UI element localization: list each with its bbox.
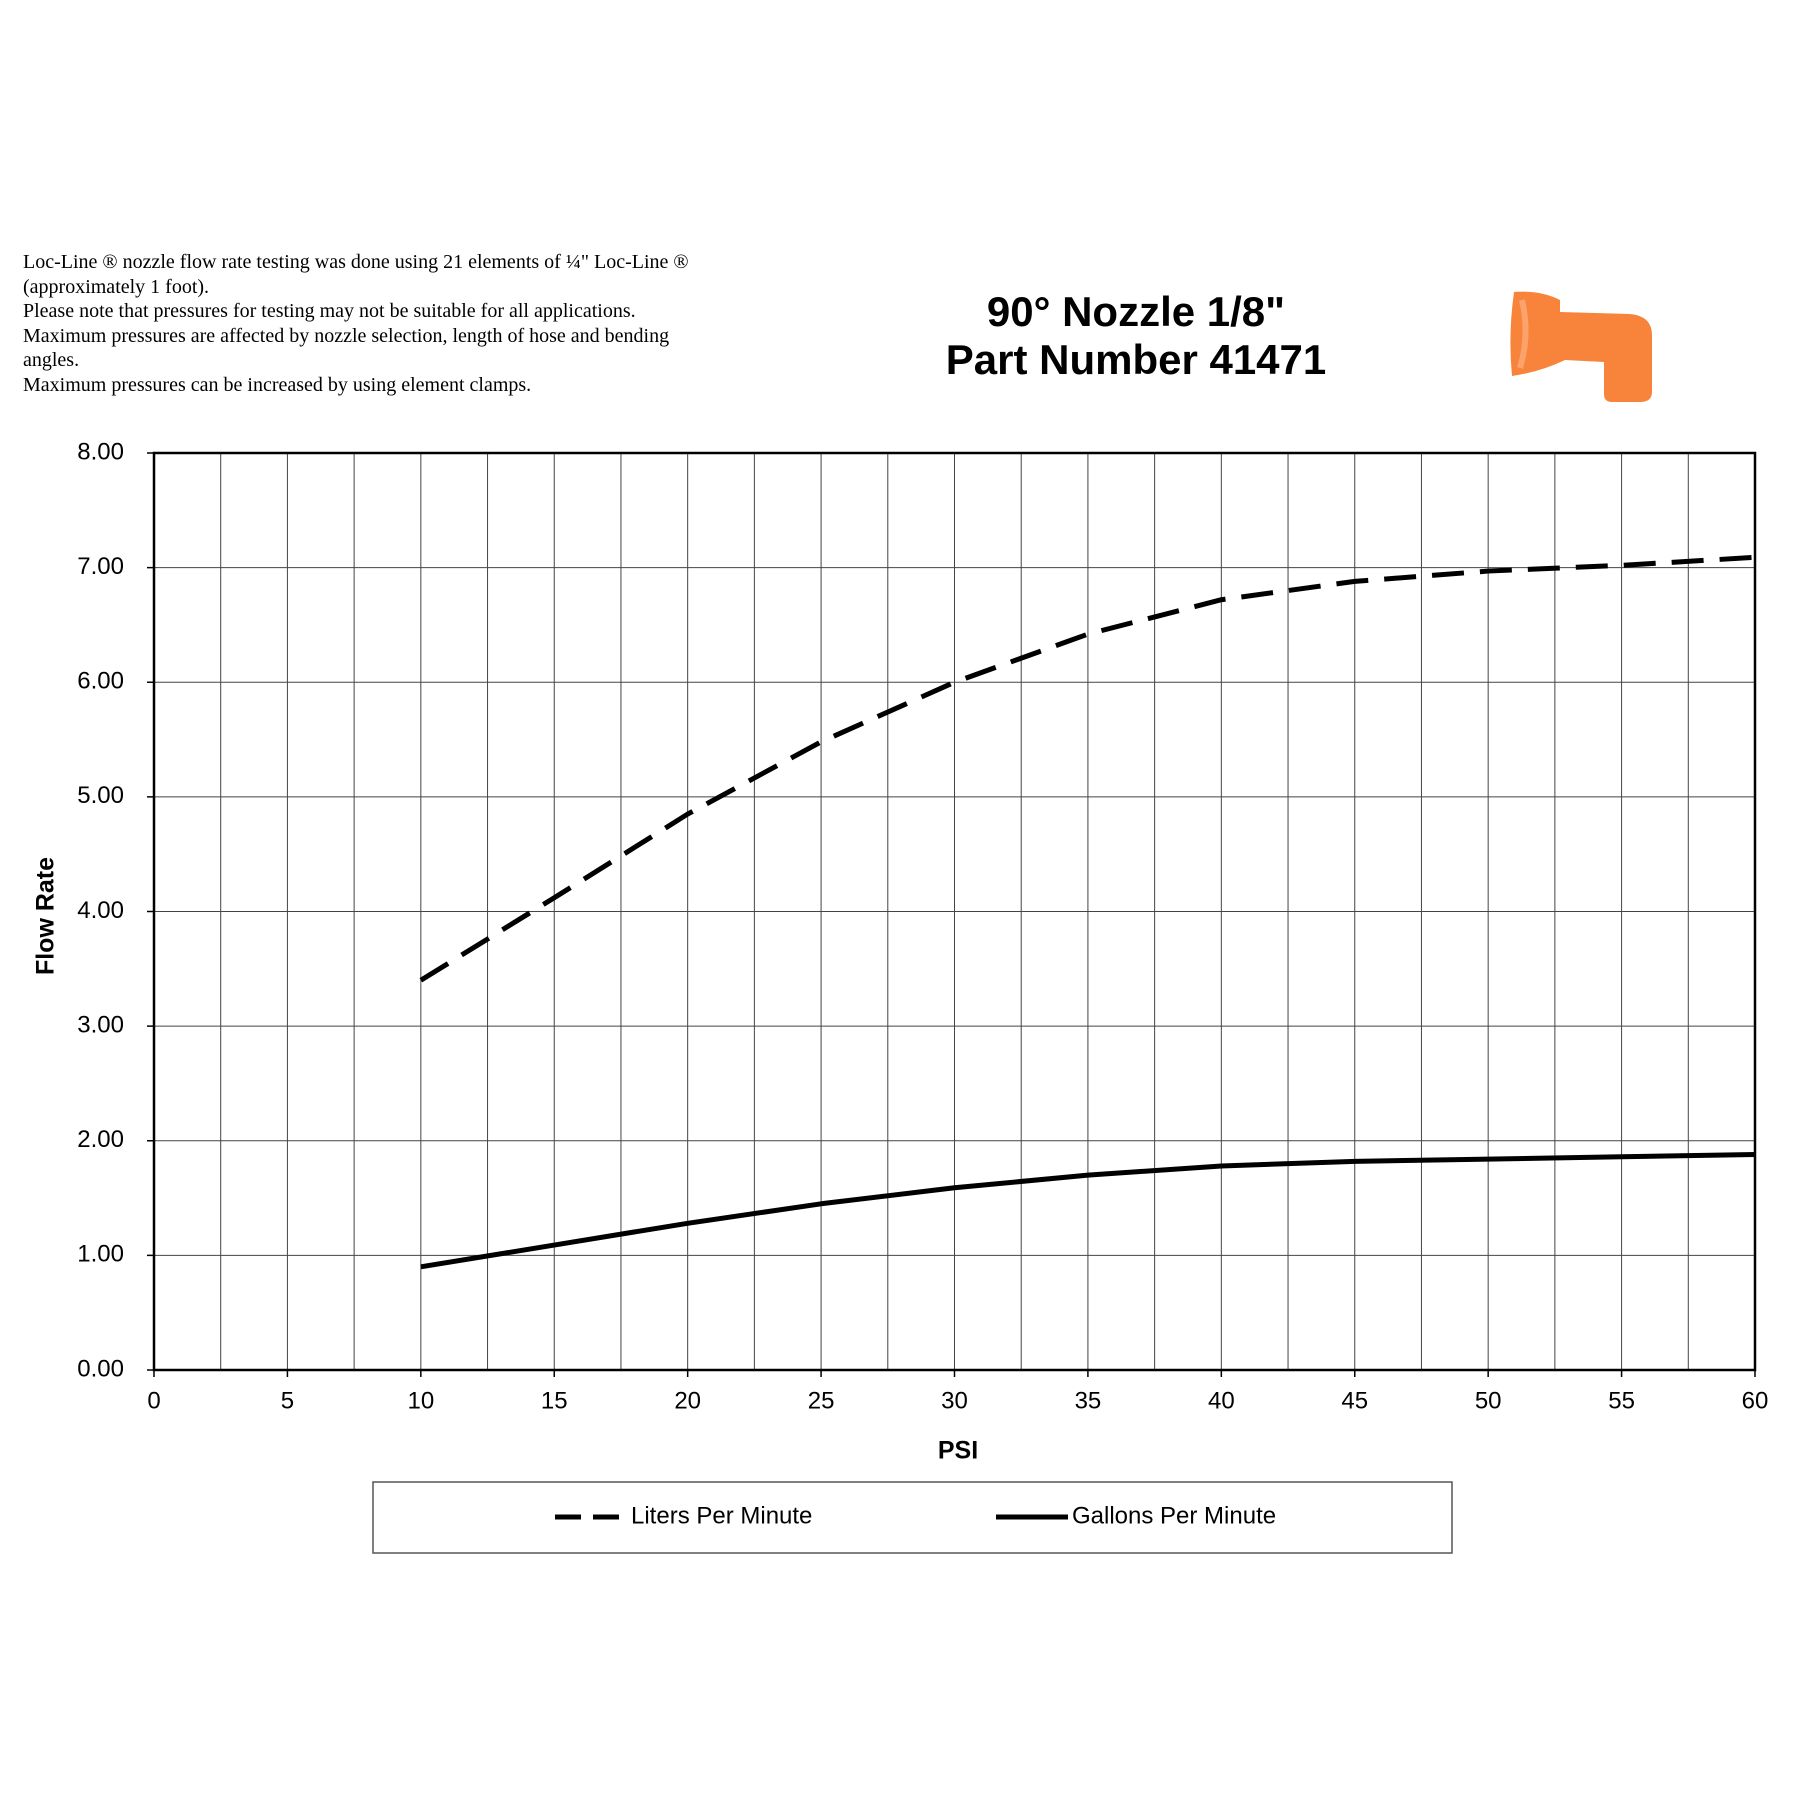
x-tick-label: 25 bbox=[808, 1387, 835, 1414]
x-tick-label: 10 bbox=[407, 1387, 434, 1414]
nozzle-icon bbox=[1510, 291, 1652, 402]
legend-label: Gallons Per Minute bbox=[1072, 1502, 1276, 1529]
y-tick-label: 4.00 bbox=[77, 897, 124, 924]
x-tick-label: 0 bbox=[147, 1387, 160, 1414]
note: Loc-Line ® nozzle flow rate testing was … bbox=[23, 251, 689, 298]
plot-frame bbox=[152, 451, 1757, 1372]
chart-title: Part Number 41471 bbox=[946, 336, 1327, 383]
note: Maximum pressures can be increased by us… bbox=[23, 373, 532, 396]
legend-box bbox=[372, 1481, 1453, 1554]
y-tick-label: 2.00 bbox=[77, 1126, 124, 1153]
x-tick-label: 40 bbox=[1208, 1387, 1235, 1414]
y-tick-label: 7.00 bbox=[77, 553, 124, 580]
x-tick-label: 30 bbox=[941, 1387, 968, 1414]
series-line bbox=[420, 1152, 1756, 1270]
notes: Loc-Line ® nozzle flow rate testing was … bbox=[23, 250, 723, 397]
y-tick-label: 0.00 bbox=[77, 1355, 124, 1382]
y-tick-label: 3.00 bbox=[77, 1011, 124, 1038]
x-tick-label: 55 bbox=[1608, 1387, 1635, 1414]
x-tick-label: 20 bbox=[674, 1387, 701, 1414]
x-tick-label: 45 bbox=[1341, 1387, 1368, 1414]
note: Maximum pressures are affected by nozzle… bbox=[23, 324, 670, 372]
legend-label: Liters Per Minute bbox=[631, 1502, 812, 1529]
x-tick-label: 50 bbox=[1475, 1387, 1502, 1414]
x-tick-label: 5 bbox=[281, 1387, 294, 1414]
y-tick-label: 8.00 bbox=[77, 438, 124, 465]
y-tick-label: 1.00 bbox=[77, 1241, 124, 1268]
chart-title: 90° Nozzle 1/8" bbox=[987, 288, 1285, 335]
note: Please note that pressures for testing m… bbox=[23, 300, 636, 322]
series-line bbox=[419, 554, 1756, 983]
y-axis-label: Flow Rate bbox=[32, 857, 60, 975]
y-tick-label: 5.00 bbox=[77, 782, 124, 809]
x-tick-label: 15 bbox=[541, 1387, 568, 1414]
x-tick-label: 60 bbox=[1742, 1387, 1769, 1414]
x-axis-label: PSI bbox=[938, 1437, 978, 1465]
x-tick-label: 35 bbox=[1075, 1387, 1102, 1414]
y-tick-label: 6.00 bbox=[77, 668, 124, 695]
